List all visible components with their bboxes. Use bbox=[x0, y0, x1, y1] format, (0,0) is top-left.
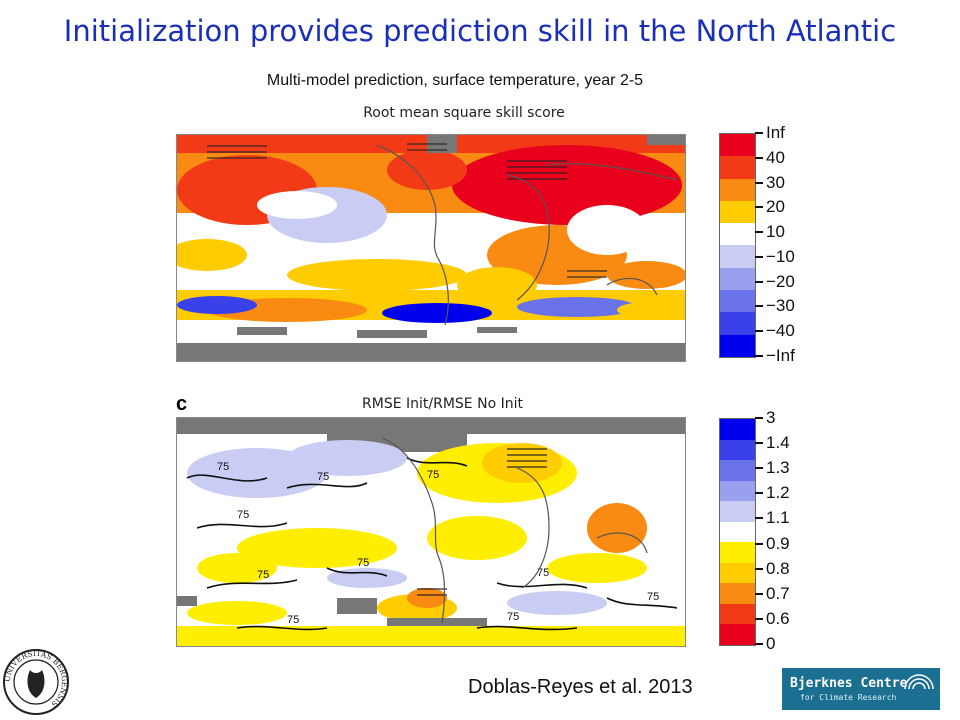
colorbar-tick-label: 0.9 bbox=[766, 533, 790, 553]
colorbar-segment bbox=[720, 603, 755, 625]
colorbar-tick-label: 1.4 bbox=[766, 433, 790, 453]
colorbar-tick-mark bbox=[755, 206, 763, 209]
colorbar-segment bbox=[720, 460, 755, 481]
contour-label: 75 bbox=[427, 469, 439, 481]
colorbar-tick-mark bbox=[755, 132, 763, 134]
colorbar-tick-mark bbox=[755, 330, 763, 333]
colorbar-tick-mark bbox=[755, 617, 763, 620]
slide-title: Initialization provides prediction skill… bbox=[63, 14, 897, 48]
colorbar-tick-mark bbox=[755, 181, 763, 184]
colorbar-tick-label: −10 bbox=[766, 246, 795, 266]
colorbar-tick-label: 1.2 bbox=[766, 483, 790, 503]
colorbar-tick-label: 1.3 bbox=[766, 458, 790, 478]
colorbar-tick-mark bbox=[755, 442, 763, 445]
colorbar-tick-mark bbox=[755, 417, 763, 419]
colorbar-segment bbox=[720, 439, 755, 461]
colorbar-tick-label: 0.6 bbox=[766, 608, 790, 628]
bottom-map-label: RMSE Init/RMSE No Init bbox=[330, 392, 555, 416]
colorbar-segment bbox=[720, 267, 755, 291]
colorbar-tick-label: 30 bbox=[766, 172, 785, 192]
colorbar-tick-label: 20 bbox=[766, 197, 785, 217]
contour-label: 75 bbox=[257, 569, 269, 581]
citation: Doblas-Reyes et al. 2013 bbox=[468, 676, 693, 698]
contour-label: 75 bbox=[237, 509, 249, 521]
colorbar-tick-mark bbox=[755, 255, 763, 258]
contour-label: 75 bbox=[507, 611, 519, 623]
colorbar-tick-label: 0 bbox=[766, 634, 776, 653]
colorbar-tick-label: −20 bbox=[766, 271, 795, 291]
colorbar-segment bbox=[720, 562, 755, 584]
university-seal-logo: UNIVERSITAS BERGENSIS bbox=[3, 649, 69, 715]
colorbar-segment bbox=[720, 480, 755, 502]
contour-label: 75 bbox=[317, 471, 329, 483]
colorbar-tick-mark bbox=[755, 517, 763, 520]
colorbar-segment bbox=[720, 290, 755, 313]
colorbar-tick-label: 0.8 bbox=[766, 558, 790, 578]
bottom-colorbar bbox=[719, 418, 756, 646]
colorbar-tick-mark bbox=[755, 592, 763, 595]
contour-label: 75 bbox=[537, 567, 549, 579]
colorbar-tick-mark bbox=[755, 467, 763, 470]
colorbar-tick-label: 1.1 bbox=[766, 508, 790, 528]
bottom-ratio-map: 75 75 75 75 75 75 75 75 75 75 bbox=[176, 417, 686, 647]
slide-subtitle: Multi-model prediction, surface temperat… bbox=[266, 72, 644, 89]
colorbar-tick-mark bbox=[755, 156, 763, 159]
colorbar-segment bbox=[720, 178, 755, 201]
colorbar-tick-mark bbox=[755, 542, 763, 545]
colorbar-tick-label: −30 bbox=[766, 296, 795, 316]
colorbar-tick-mark bbox=[755, 231, 763, 234]
colorbar-segment bbox=[720, 542, 755, 563]
colorbar-tick-mark bbox=[755, 567, 763, 570]
colorbar-segment bbox=[720, 583, 755, 604]
colorbar-tick-label: 40 bbox=[766, 147, 785, 167]
colorbar-tick-mark bbox=[755, 492, 763, 495]
colorbar-tick-mark bbox=[755, 305, 763, 308]
colorbar-segment bbox=[720, 200, 755, 224]
logo-line-2: for Climate Research bbox=[800, 693, 897, 702]
contour-label: 75 bbox=[357, 557, 369, 569]
top-map-label: Root mean square skill score bbox=[330, 105, 598, 121]
colorbar-segment bbox=[720, 223, 755, 246]
panel-letter: c bbox=[176, 393, 188, 415]
logo-line-1: Bjerknes Centre bbox=[790, 676, 908, 691]
colorbar-segment bbox=[720, 245, 755, 268]
colorbar-segment bbox=[720, 156, 755, 179]
colorbar-tick-mark bbox=[755, 643, 763, 645]
colorbar-segment bbox=[720, 419, 755, 440]
colorbar-tick-label: Inf bbox=[766, 123, 785, 142]
colorbar-segment bbox=[720, 134, 755, 157]
colorbar-segment bbox=[720, 624, 755, 645]
colorbar-tick-label: −40 bbox=[766, 321, 795, 341]
colorbar-segment bbox=[720, 312, 755, 335]
colorbar-tick-label: 0.7 bbox=[766, 583, 790, 603]
colorbar-segment bbox=[720, 521, 755, 543]
bjerknes-centre-logo: Bjerknes Centre for Climate Research bbox=[782, 668, 940, 710]
colorbar-tick-label: −Inf bbox=[766, 346, 795, 365]
contour-label: 75 bbox=[217, 461, 229, 473]
colorbar-segment bbox=[720, 501, 755, 522]
colorbar-tick-label: 3 bbox=[766, 408, 776, 427]
top-colorbar bbox=[719, 133, 756, 358]
colorbar-tick-label: 10 bbox=[766, 222, 785, 242]
colorbar-tick-mark bbox=[755, 355, 763, 357]
contour-label: 75 bbox=[287, 614, 299, 626]
top-skill-map bbox=[176, 134, 686, 362]
colorbar-segment bbox=[720, 334, 755, 357]
swirl-icon bbox=[904, 674, 934, 690]
colorbar-tick-mark bbox=[755, 280, 763, 283]
contour-label: 75 bbox=[647, 591, 659, 603]
